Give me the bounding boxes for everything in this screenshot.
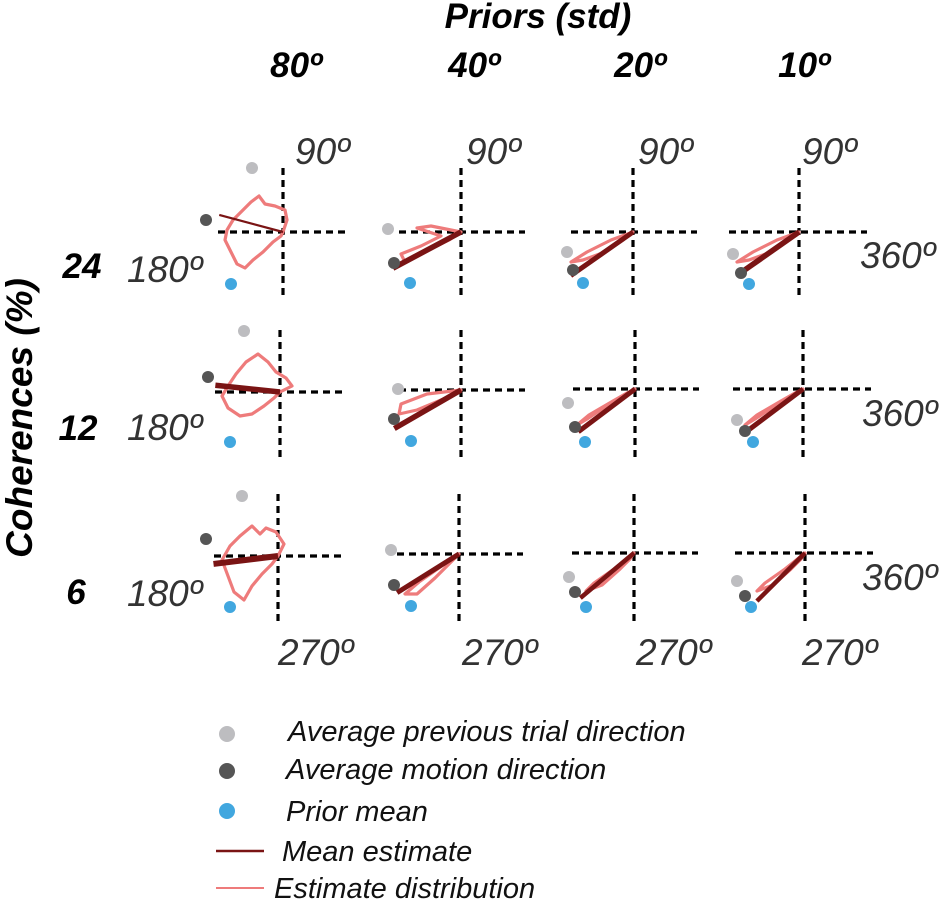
legend-marker-motion xyxy=(219,763,235,779)
angle-label-270-col4: 270º xyxy=(801,632,879,673)
legend-label-distribution: Estimate distribution xyxy=(274,873,535,905)
mean-estimate-line xyxy=(746,387,805,433)
motion-direction-dot xyxy=(202,371,214,383)
prior-mean-dot xyxy=(745,601,757,613)
polar-panels xyxy=(200,162,873,624)
previous-trial-dot xyxy=(246,162,258,174)
angle-label-180-row1: 180º xyxy=(127,249,204,290)
angle-label-360-row2: 360º xyxy=(862,393,939,434)
row-header-12: 12 xyxy=(59,409,98,448)
motion-direction-dot xyxy=(567,264,579,276)
estimate-distribution xyxy=(220,352,294,418)
column-header-10: 10º xyxy=(778,46,832,85)
prior-mean-dot xyxy=(580,601,592,613)
angle-label-90-col4: 90º xyxy=(802,131,858,172)
row-header-24: 24 xyxy=(62,247,102,286)
estimate-distribution xyxy=(223,194,289,270)
previous-trial-dot xyxy=(727,248,739,260)
previous-trial-dot xyxy=(731,575,743,587)
mean-estimate-line xyxy=(755,551,807,603)
row-header-6: 6 xyxy=(66,573,86,612)
motion-direction-dot xyxy=(388,579,400,591)
mean-estimate-line xyxy=(578,551,636,600)
mean-estimate-line xyxy=(218,213,284,234)
legend-label-mean-estimate: Mean estimate xyxy=(282,836,472,868)
motion-direction-dot xyxy=(739,425,751,437)
previous-trial-dot xyxy=(562,397,574,409)
mean-estimate-line xyxy=(395,551,461,595)
column-header-40: 40º xyxy=(447,46,502,85)
angle-label-360-row1: 360º xyxy=(860,235,937,276)
legend-marker-prior xyxy=(219,803,235,819)
angle-label-270-col3: 270º xyxy=(635,632,713,673)
mean-estimate-line xyxy=(213,553,279,567)
prior-mean-dot xyxy=(225,278,237,290)
prior-mean-dot xyxy=(405,435,417,447)
motion-direction-dot xyxy=(200,533,212,545)
legend-label-motion: Average motion direction xyxy=(284,754,606,786)
previous-trial-dot xyxy=(392,383,404,395)
previous-trial-dot xyxy=(563,571,575,583)
mean-estimate-line xyxy=(738,229,801,276)
motion-direction-dot xyxy=(388,257,400,269)
prior-mean-dot xyxy=(579,436,591,448)
motion-direction-dot xyxy=(739,590,751,602)
y-axis-label: Coherences (%) xyxy=(0,278,40,558)
prior-mean-dot xyxy=(577,277,589,289)
angle-label-270-col2: 270º xyxy=(461,632,539,673)
motion-direction-dot xyxy=(388,413,400,425)
mean-estimate-line xyxy=(391,229,463,271)
motion-direction-dot xyxy=(200,214,212,226)
motion-direction-dot xyxy=(569,421,581,433)
motion-direction-dot xyxy=(569,586,581,598)
legend-label-previous: Average previous trial direction xyxy=(286,716,686,748)
angle-label-180-row2: 180º xyxy=(127,407,204,448)
mean-estimate-line xyxy=(576,387,637,434)
angle-label-90-col3: 90º xyxy=(638,131,694,172)
prior-mean-dot xyxy=(224,436,236,448)
previous-trial-dot xyxy=(731,414,743,426)
prior-mean-dot xyxy=(405,600,417,612)
column-header-80: 80º xyxy=(270,46,324,85)
angle-label-180-row3: 180º xyxy=(127,573,204,614)
motion-direction-dot xyxy=(735,267,747,279)
column-header-20: 20º xyxy=(613,46,668,85)
previous-trial-dot xyxy=(238,325,250,337)
legend-marker-previous xyxy=(219,726,235,742)
mean-estimate-line xyxy=(215,382,281,395)
legend: Average previous trial direction Average… xyxy=(216,716,686,905)
angle-label-90-col1: 90º xyxy=(295,131,351,172)
prior-mean-dot xyxy=(747,436,759,448)
estimate-distribution xyxy=(220,524,286,602)
prior-mean-dot xyxy=(743,278,755,290)
previous-trial-dot xyxy=(382,223,394,235)
legend-label-prior: Prior mean xyxy=(286,796,428,828)
prior-mean-dot xyxy=(404,277,416,289)
previous-trial-dot xyxy=(385,544,397,556)
angle-label-90-col2: 90º xyxy=(466,131,522,172)
mean-estimate-line xyxy=(392,387,463,431)
previous-trial-dot xyxy=(561,246,573,258)
angle-label-270-col1: 270º xyxy=(277,632,355,673)
mean-estimate-line xyxy=(569,229,635,278)
previous-trial-dot xyxy=(236,490,248,502)
chart-title: Priors (std) xyxy=(445,0,632,36)
angle-label-360-row3: 360º xyxy=(862,557,939,598)
prior-mean-dot xyxy=(224,601,236,613)
